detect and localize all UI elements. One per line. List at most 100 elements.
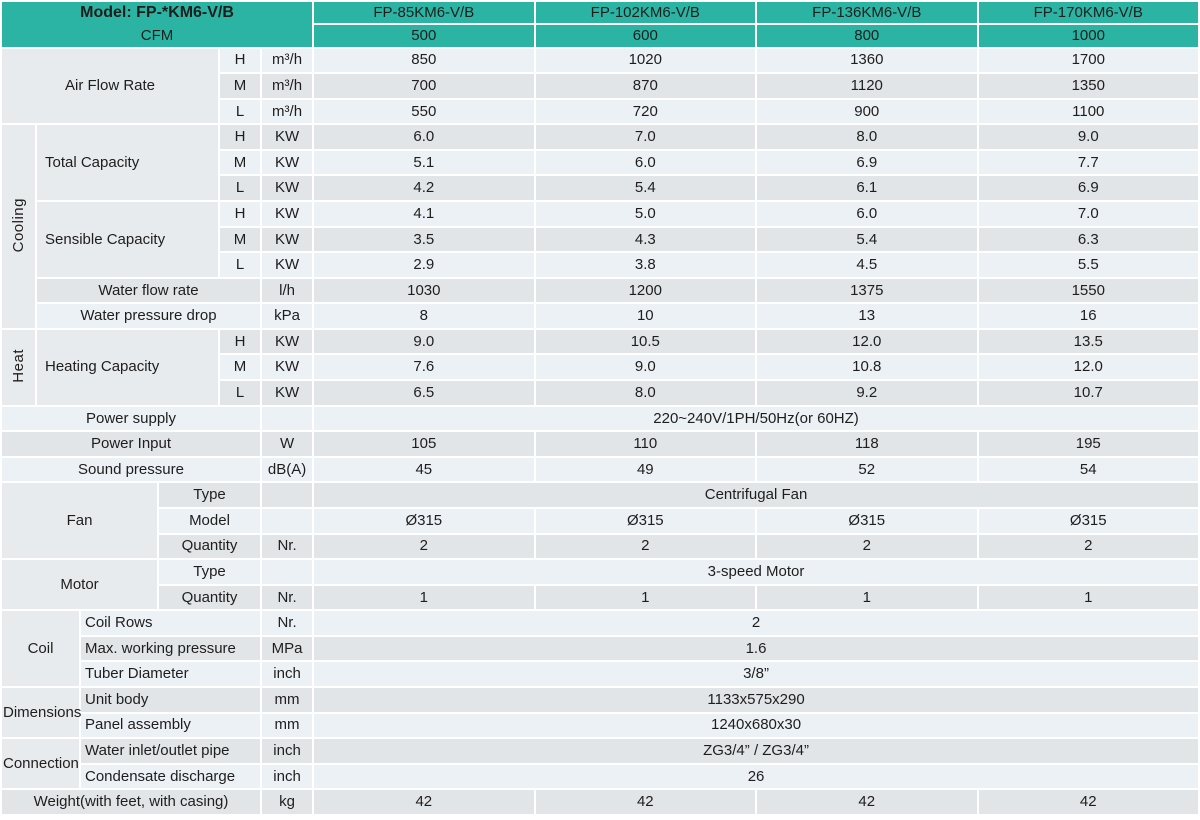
cfm-label: CFM [140, 26, 174, 44]
weight-label: Weight(with feet, with casing) [2, 790, 260, 814]
value-cell: 720 [535, 99, 756, 124]
value-cell: 1700 [978, 48, 1198, 73]
cooling-section-label: Cooling [2, 125, 35, 328]
unit-cell: KW [262, 150, 313, 175]
value-cell: 9.0 [978, 125, 1198, 149]
unit-cell: inch [262, 764, 313, 789]
value-cell: 1360 [757, 48, 977, 73]
unit-cell [262, 483, 313, 507]
value-cell: 5.5 [978, 253, 1198, 277]
level-cell: M [220, 150, 260, 175]
unit-cell: KW [262, 355, 313, 380]
value-cell: 10.7 [978, 381, 1198, 405]
value-cell: 12.0 [757, 329, 977, 354]
value-cell: 8.0 [535, 381, 756, 405]
cfm-value-4: 1000 [978, 25, 1198, 47]
coil-rows-label: Coil Rows [81, 611, 260, 635]
coil-rows-value: 2 [314, 611, 1198, 635]
level-cell: L [220, 381, 260, 405]
unit-cell: inch [262, 739, 313, 763]
motor-type-value: 3-speed Motor [314, 560, 1198, 584]
value-cell: 1100 [978, 99, 1198, 124]
value-cell: 5.0 [535, 202, 756, 226]
unit-cell: dB(A) [262, 457, 313, 482]
level-cell: M [220, 74, 260, 98]
unit-body-label: Unit body [81, 688, 260, 712]
value-cell: 42 [535, 790, 756, 814]
value-cell: 6.0 [535, 150, 756, 175]
value-cell: 1 [535, 585, 756, 610]
value-cell: 6.3 [978, 227, 1198, 252]
value-cell: 12.0 [978, 355, 1198, 380]
unit-cell: l/h [262, 278, 313, 303]
unit-cell: kPa [262, 304, 313, 328]
level-cell: L [220, 253, 260, 277]
value-cell: 7.0 [535, 125, 756, 149]
power-supply-label: Power supply [2, 406, 260, 431]
unit-cell: KW [262, 176, 313, 201]
value-cell: 1 [978, 585, 1198, 610]
value-cell: 6.1 [757, 176, 977, 201]
value-cell: 6.0 [314, 125, 534, 149]
unit-cell: kg [262, 790, 313, 814]
value-cell: 8 [314, 304, 534, 328]
unit-cell: inch [262, 662, 313, 686]
level-cell: L [220, 99, 260, 124]
value-cell: 118 [757, 432, 977, 456]
water-flow-rate-label: Water flow rate [37, 278, 260, 303]
value-cell: 49 [535, 457, 756, 482]
fan-type-label: Type [159, 483, 260, 507]
power-supply-value: 220~240V/1PH/50Hz(or 60HZ) [314, 406, 1198, 431]
air-flow-rate-label: Air Flow Rate [2, 48, 218, 124]
cfm-value-2: 600 [535, 25, 756, 47]
value-cell: Ø315 [978, 508, 1198, 533]
unit-cell: KW [262, 202, 313, 226]
value-cell: 5.1 [314, 150, 534, 175]
unit-cell [262, 406, 313, 431]
level-cell: L [220, 176, 260, 201]
value-cell: 45 [314, 457, 534, 482]
level-cell: M [220, 227, 260, 252]
unit-cell: KW [262, 381, 313, 405]
value-cell: 54 [978, 457, 1198, 482]
unit-cell: mm [262, 713, 313, 738]
total-capacity-label: Total Capacity [37, 125, 218, 201]
unit-cell: W [262, 432, 313, 456]
water-inlet-outlet-pipe-value: ZG3/4” / ZG3/4” [314, 739, 1198, 763]
value-cell: 1020 [535, 48, 756, 73]
value-cell: 195 [978, 432, 1198, 456]
value-cell: 1550 [978, 278, 1198, 303]
value-cell: 2 [314, 534, 534, 559]
model-header-1: FP-85KM6-V/B [314, 2, 534, 24]
unit-cell: Nr. [262, 585, 313, 610]
fan-type-value: Centrifugal Fan [314, 483, 1198, 507]
unit-cell: Nr. [262, 534, 313, 559]
value-cell: 9.0 [535, 355, 756, 380]
value-cell: 3.5 [314, 227, 534, 252]
value-cell: 1120 [757, 74, 977, 98]
model-header-4: FP-170KM6-V/B [978, 2, 1198, 24]
value-cell: 2 [978, 534, 1198, 559]
value-cell: 10.5 [535, 329, 756, 354]
value-cell: 42 [978, 790, 1198, 814]
condensate-discharge-value: 26 [314, 764, 1198, 789]
value-cell: 7.0 [978, 202, 1198, 226]
value-cell: 9.2 [757, 381, 977, 405]
tuber-diameter-label: Tuber Diameter [81, 662, 260, 686]
value-cell: 6.9 [757, 150, 977, 175]
value-cell: Ø315 [314, 508, 534, 533]
unit-cell: MPa [262, 636, 313, 661]
value-cell: 2 [757, 534, 977, 559]
unit-cell: Nr. [262, 611, 313, 635]
value-cell: 110 [535, 432, 756, 456]
model-title: Model: FP-*KM6-V/B [80, 4, 234, 21]
coil-section-label: Coil [2, 611, 79, 686]
heat-section-label: Heat [2, 329, 35, 405]
unit-cell: KW [262, 125, 313, 149]
water-pressure-drop-label: Water pressure drop [37, 304, 260, 328]
unit-cell: m³/h [262, 74, 313, 98]
fan-quantity-label: Quantity [159, 534, 260, 559]
value-cell: 2 [535, 534, 756, 559]
level-cell: H [220, 48, 260, 73]
